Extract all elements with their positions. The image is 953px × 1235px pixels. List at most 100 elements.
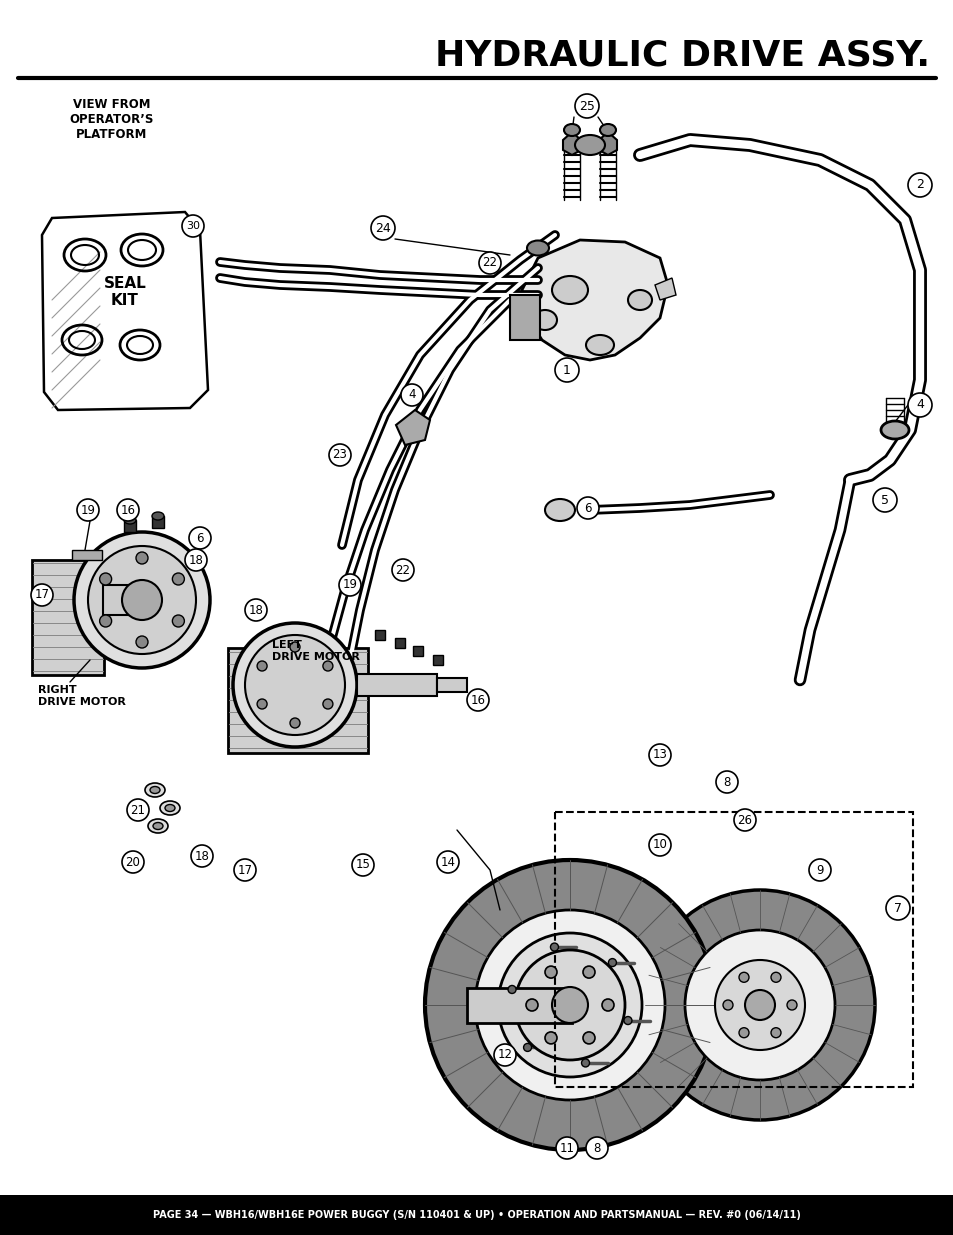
Ellipse shape: [585, 335, 614, 354]
Ellipse shape: [552, 275, 587, 304]
Circle shape: [117, 499, 139, 521]
Ellipse shape: [152, 823, 163, 830]
Circle shape: [907, 173, 931, 198]
Circle shape: [256, 661, 267, 671]
Circle shape: [371, 216, 395, 240]
Text: PAGE 34 — WBH16/WBH16E POWER BUGGY (S/N 110401 & UP) • OPERATION AND PARTSMANUAL: PAGE 34 — WBH16/WBH16E POWER BUGGY (S/N …: [152, 1210, 801, 1220]
Circle shape: [400, 384, 422, 406]
Circle shape: [552, 987, 587, 1023]
FancyBboxPatch shape: [124, 520, 136, 532]
Text: 21: 21: [131, 804, 146, 816]
Circle shape: [127, 799, 149, 821]
Circle shape: [136, 552, 148, 564]
Text: LEFT
DRIVE MOTOR: LEFT DRIVE MOTOR: [272, 640, 359, 662]
Circle shape: [256, 699, 267, 709]
Circle shape: [77, 499, 99, 521]
FancyBboxPatch shape: [103, 585, 143, 615]
Text: 14: 14: [440, 856, 455, 868]
Circle shape: [716, 771, 738, 793]
Circle shape: [608, 958, 616, 967]
Polygon shape: [42, 212, 208, 410]
Text: 20: 20: [126, 856, 140, 868]
Text: 19: 19: [80, 504, 95, 516]
Ellipse shape: [152, 513, 164, 520]
Text: 22: 22: [482, 257, 497, 269]
Text: 1: 1: [562, 363, 570, 377]
Text: 24: 24: [375, 221, 391, 235]
Text: 17: 17: [34, 589, 50, 601]
Polygon shape: [598, 132, 617, 156]
Text: 6: 6: [583, 501, 591, 515]
Circle shape: [644, 890, 874, 1120]
Circle shape: [136, 636, 148, 648]
Text: 17: 17: [237, 863, 253, 877]
Circle shape: [338, 574, 360, 597]
FancyBboxPatch shape: [433, 655, 442, 664]
Circle shape: [185, 550, 207, 571]
Text: 8: 8: [593, 1141, 600, 1155]
Circle shape: [467, 689, 489, 711]
Ellipse shape: [124, 516, 136, 524]
Circle shape: [99, 615, 112, 627]
Polygon shape: [655, 278, 676, 300]
Ellipse shape: [627, 290, 651, 310]
Text: 4: 4: [408, 389, 416, 401]
FancyBboxPatch shape: [375, 630, 385, 640]
Text: 25: 25: [578, 100, 595, 112]
FancyBboxPatch shape: [395, 638, 405, 648]
Circle shape: [245, 599, 267, 621]
Text: 10: 10: [652, 839, 667, 851]
Circle shape: [770, 972, 781, 982]
Text: HYDRAULIC DRIVE ASSY.: HYDRAULIC DRIVE ASSY.: [435, 38, 929, 72]
Ellipse shape: [526, 241, 548, 256]
FancyBboxPatch shape: [32, 559, 104, 676]
Circle shape: [555, 358, 578, 382]
Ellipse shape: [599, 124, 616, 136]
Text: 16: 16: [470, 694, 485, 706]
Circle shape: [577, 496, 598, 519]
Circle shape: [739, 1028, 748, 1037]
Text: 16: 16: [120, 504, 135, 516]
Circle shape: [122, 851, 144, 873]
Text: 18: 18: [194, 850, 210, 862]
Circle shape: [544, 1032, 557, 1044]
FancyBboxPatch shape: [436, 678, 467, 692]
Circle shape: [290, 642, 299, 652]
Circle shape: [290, 718, 299, 727]
Ellipse shape: [148, 819, 168, 832]
Text: 13: 13: [652, 748, 667, 762]
Circle shape: [770, 1028, 781, 1037]
Circle shape: [550, 944, 558, 951]
Ellipse shape: [160, 802, 180, 815]
Circle shape: [122, 580, 162, 620]
Ellipse shape: [575, 135, 604, 156]
Text: 8: 8: [722, 776, 730, 788]
Circle shape: [99, 573, 112, 585]
Text: 18: 18: [189, 553, 203, 567]
Text: 15: 15: [355, 858, 370, 872]
Circle shape: [478, 252, 500, 274]
Ellipse shape: [150, 787, 160, 794]
Text: 6: 6: [196, 531, 204, 545]
Circle shape: [575, 94, 598, 119]
Text: 9: 9: [816, 863, 822, 877]
Circle shape: [722, 1000, 732, 1010]
Circle shape: [544, 966, 557, 978]
Circle shape: [523, 1044, 531, 1051]
Circle shape: [648, 834, 670, 856]
Circle shape: [322, 699, 333, 709]
Circle shape: [684, 930, 834, 1079]
Circle shape: [808, 860, 830, 881]
Text: 7: 7: [893, 902, 901, 914]
Circle shape: [352, 853, 374, 876]
Circle shape: [392, 559, 414, 580]
Text: 18: 18: [249, 604, 263, 616]
Circle shape: [74, 532, 210, 668]
Circle shape: [245, 635, 345, 735]
Ellipse shape: [544, 499, 575, 521]
Circle shape: [582, 966, 595, 978]
Circle shape: [581, 1058, 589, 1067]
Circle shape: [515, 950, 624, 1060]
Circle shape: [424, 860, 714, 1150]
Ellipse shape: [533, 310, 557, 330]
